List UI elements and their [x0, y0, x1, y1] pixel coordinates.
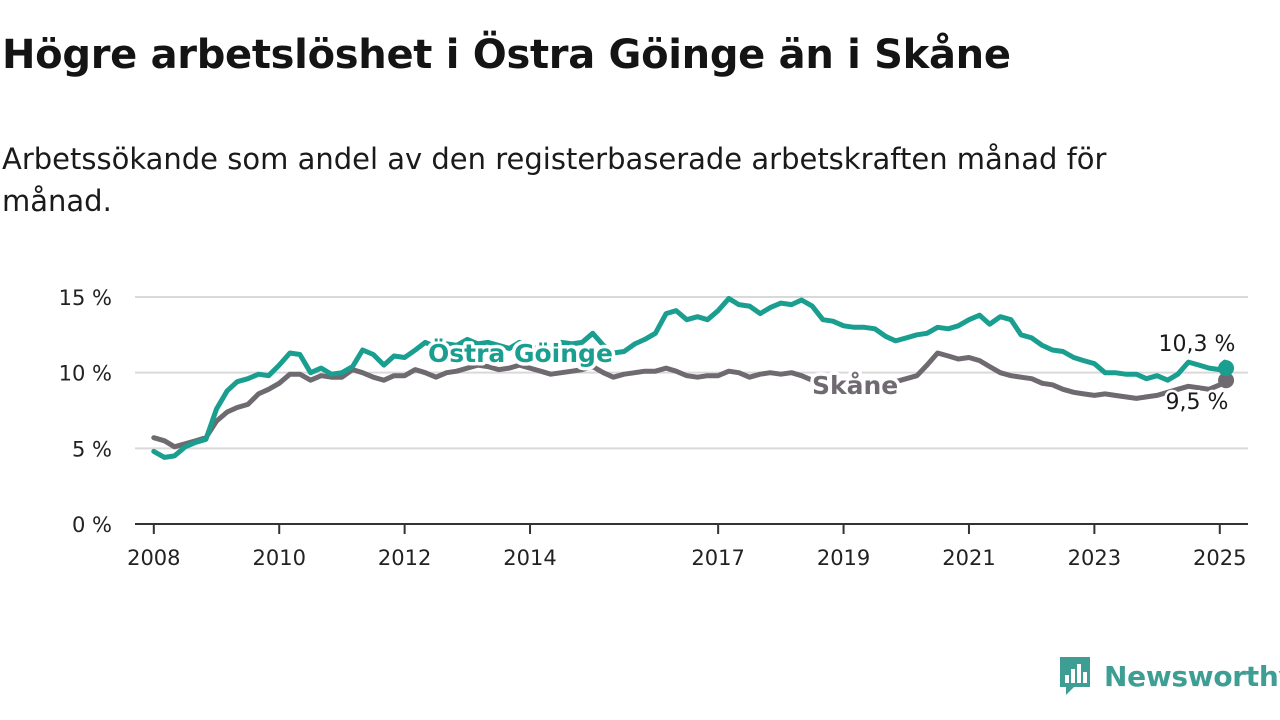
chart-subtitle: Arbetssökande som andel av den registerb…	[2, 142, 1107, 218]
series-end-label: 9,5 %	[1166, 390, 1229, 415]
x-tick-label: 2023	[1068, 546, 1121, 570]
y-tick-label: 15 %	[59, 286, 112, 310]
line-chart: 0 %5 %10 %15 % 2008 2010 2012 2014 2017 2019 2…	[59, 286, 1248, 570]
gridlines	[135, 296, 1248, 525]
x-tick-label: 2017	[691, 546, 744, 570]
x-tick-label: 2010	[252, 546, 305, 570]
y-axis-ticks: 0 % 5 % 10 % 15 %	[59, 286, 112, 537]
brand: Newsworthy	[1058, 654, 1280, 698]
y-tick-label: 10 %	[59, 362, 112, 386]
series-name-label: Skåne	[812, 371, 898, 400]
series-end-point	[1218, 372, 1235, 389]
x-axis-ticks: 2008 2010 2012 2014 2017 2019 2021 2023 2025	[127, 524, 1247, 570]
chart-title: Högre arbetslöshet i Östra Göinge än i S…	[2, 32, 1011, 78]
x-tick-label: 2014	[503, 546, 556, 570]
series-end-point	[1218, 360, 1235, 377]
x-tick-label: 2012	[378, 546, 431, 570]
series-line-ostra-goinge	[151, 296, 1229, 460]
series-line-skane	[151, 350, 1229, 450]
x-tick-label: 2021	[942, 546, 995, 570]
series-end-label: 10,3 %	[1159, 332, 1236, 357]
x-tick-label: 2019	[817, 546, 870, 570]
x-tick-label: 2025	[1193, 546, 1246, 570]
series-name-label: Östra Göinge	[428, 338, 613, 368]
newsworthy-logo-icon	[1060, 657, 1090, 695]
y-tick-label: 0 %	[72, 513, 112, 537]
y-tick-label: 5 %	[72, 437, 112, 461]
series-lines	[151, 296, 1235, 460]
x-tick-label: 2008	[127, 546, 180, 570]
brand-name: Newsworthy	[1104, 659, 1280, 693]
series-labels: 10,3 % 9,5 % Östra Göinge Skåne	[425, 330, 1238, 418]
